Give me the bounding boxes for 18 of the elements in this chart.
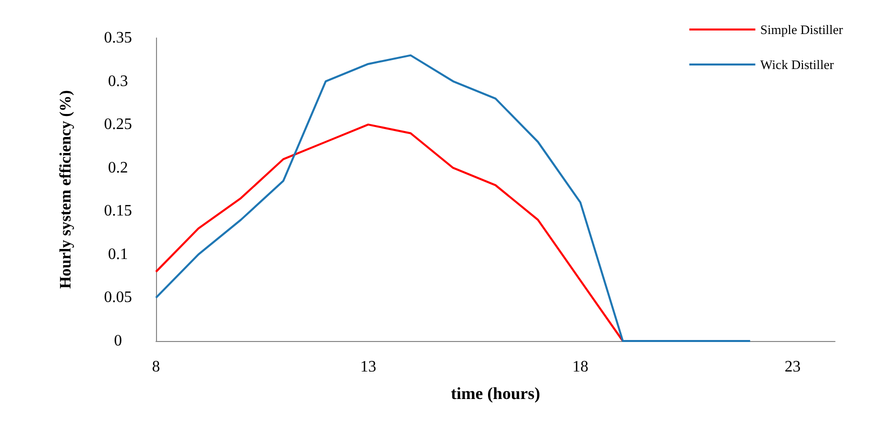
y-tick-label: 0.35 bbox=[104, 30, 132, 46]
y-axis-title: Hourly system efficiency (%) bbox=[58, 90, 74, 289]
y-tick-label: 0 bbox=[114, 332, 122, 350]
x-tick-label: 18 bbox=[572, 358, 588, 376]
y-tick-label: 0.1 bbox=[108, 246, 128, 263]
y-tick-label: 0.25 bbox=[104, 116, 132, 134]
line-series bbox=[155, 124, 624, 342]
y-tick-label: 0.3 bbox=[108, 72, 128, 90]
text: Wick Distiller bbox=[760, 57, 834, 72]
x-tick-label: 8 bbox=[152, 358, 160, 376]
y-tick-label: 0.05 bbox=[104, 289, 132, 306]
text: Simple Distiller bbox=[760, 22, 844, 37]
x-axis-title: time (hours) bbox=[450, 384, 540, 403]
x-tick-label: 13 bbox=[360, 358, 376, 376]
y-tick-label: 0.15 bbox=[104, 202, 132, 220]
y-tick-label: 0.2 bbox=[108, 159, 128, 176]
line-series bbox=[155, 54, 752, 342]
x-tick-label: 23 bbox=[784, 358, 801, 376]
